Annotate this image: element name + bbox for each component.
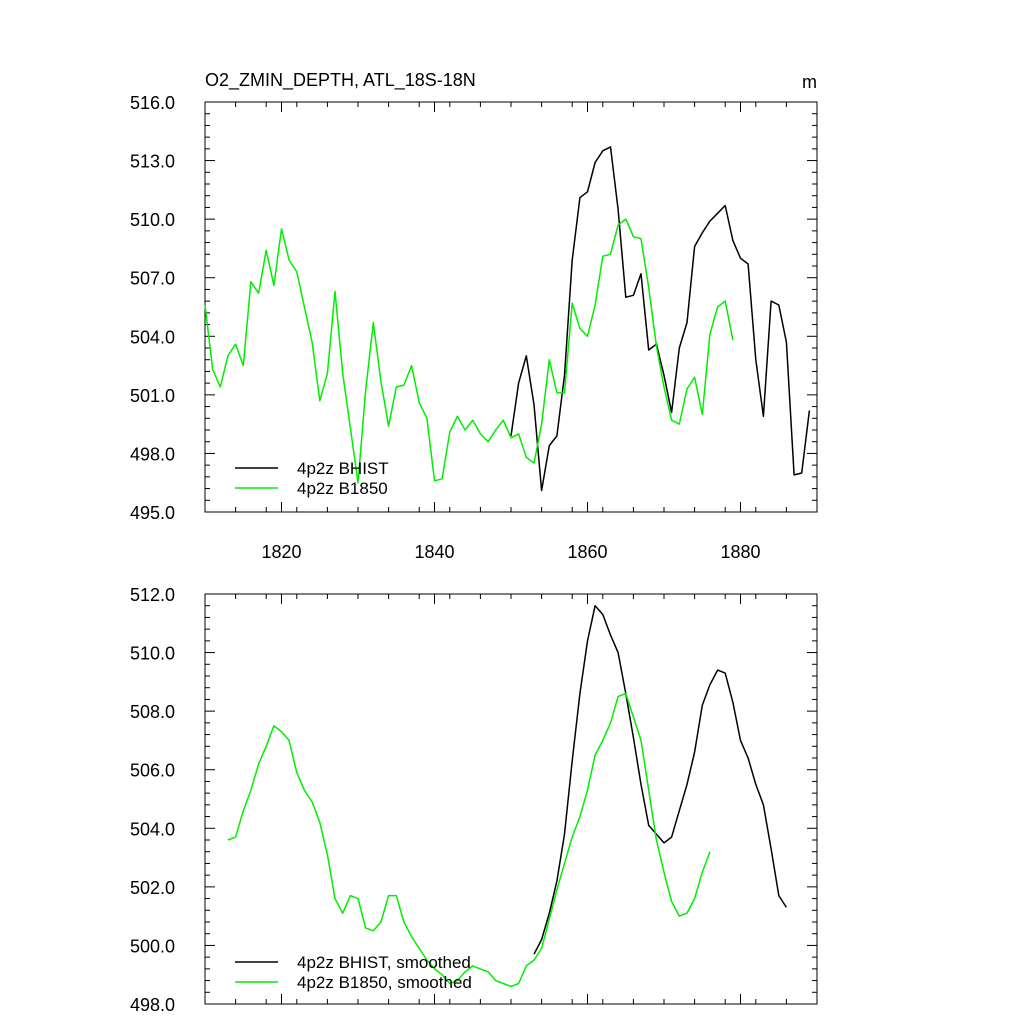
panel1-x-tick-label: 1820	[261, 542, 301, 562]
panel2-y-tick-label: 500.0	[130, 936, 175, 956]
panel1-x-tick-label: 1860	[567, 542, 607, 562]
panel2-series-1-line	[533, 604, 788, 955]
panel1-x-tick-label: 1880	[720, 542, 760, 562]
panel1-x-tick-label: 1840	[414, 542, 454, 562]
panel1-y-tick-label: 513.0	[130, 152, 175, 172]
panel2-y-tick-label: 498.0	[130, 995, 175, 1015]
panel1-y-tick-label: 495.0	[130, 503, 175, 523]
panel1-y-tick-label: 504.0	[130, 327, 175, 347]
panel2-y-tick-label: 510.0	[130, 644, 175, 664]
panel2-y-tick-label: 512.0	[130, 585, 175, 605]
panel1-legend-label-1: 4p2z BHIST	[297, 459, 389, 478]
panel1-series-1-line	[510, 146, 811, 492]
panel1-units-label: m	[802, 72, 817, 92]
panel2-y-tick-label: 508.0	[130, 702, 175, 722]
panel2-legend-label-2: 4p2z B1850, smoothed	[297, 973, 472, 992]
panel1-plot-frame	[204, 101, 818, 513]
panel2-series-2-line	[227, 692, 711, 988]
panel1-series-2-line	[204, 218, 734, 484]
panel1-y-tick-label: 507.0	[130, 269, 175, 289]
panel1-chart-title: O2_ZMIN_DEPTH, ATL_18S-18N	[205, 70, 476, 91]
panel2-legend-label-1: 4p2z BHIST, smoothed	[297, 953, 471, 972]
panel1-y-tick-label: 516.0	[130, 93, 175, 113]
panel1-y-tick-label: 498.0	[130, 444, 175, 464]
panel1-y-tick-label: 510.0	[130, 210, 175, 230]
panel1-legend-label-2: 4p2z B1850	[297, 479, 388, 498]
panel2-y-tick-label: 504.0	[130, 819, 175, 839]
panel2-y-tick-label: 506.0	[130, 761, 175, 781]
panel2-y-tick-label: 502.0	[130, 878, 175, 898]
panel2-plot-frame	[204, 593, 818, 1005]
panel1-y-tick-label: 501.0	[130, 386, 175, 406]
